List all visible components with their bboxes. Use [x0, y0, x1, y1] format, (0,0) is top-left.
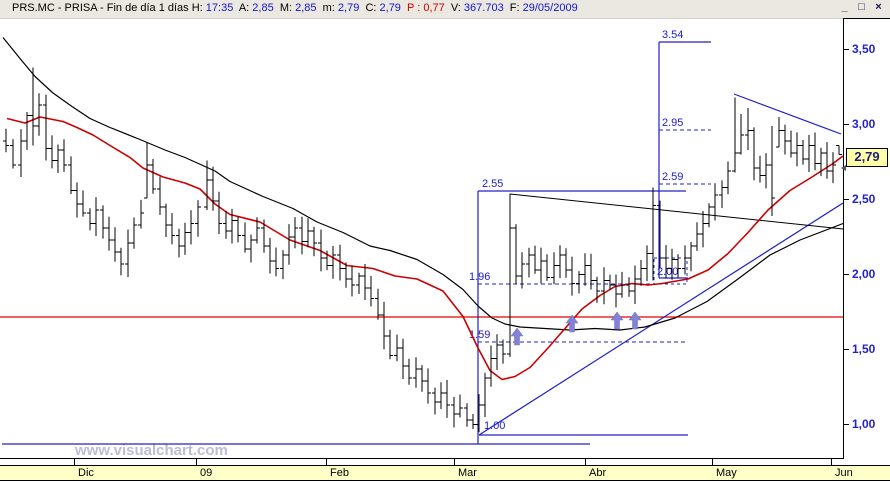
minimize-button-icon[interactable]: _: [841, 1, 848, 13]
quote-field: 2,79: [337, 2, 360, 14]
quote-field: m:: [316, 2, 338, 14]
quote-field: 367.703: [463, 2, 504, 14]
price-chart-plot[interactable]: www.visualchart.com2.551.003.542.001.961…: [0, 18, 843, 458]
price-axis-tick: [844, 349, 849, 350]
slow-moving-average-line: [2, 37, 843, 331]
price-axis-label: 2,50: [852, 192, 876, 206]
time-axis-tick: [74, 458, 75, 465]
time-axis-tick: [585, 458, 586, 465]
time-axis[interactable]: Dic 09 Feb Mar Abr May Jun: [0, 465, 890, 481]
quote-field: A:: [233, 2, 253, 14]
instrument-quote-line: PRS.MC - PRISA - Fin de día 1 días H: 17…: [12, 0, 578, 17]
quote-field: 2,85: [295, 2, 317, 14]
time-axis-label: Dic: [78, 467, 94, 479]
chart-title-bar: PRS.MC - PRISA - Fin de día 1 días H: 17…: [0, 0, 890, 19]
buy-signal-arrow-icon: [628, 311, 642, 330]
time-axis-label: Abr: [589, 467, 607, 479]
plot-bottom-border: [0, 458, 890, 459]
buy-signal-arrow-icon: [610, 311, 624, 330]
quote-field: PRS.MC - PRISA - Fin de día 1 días: [12, 2, 192, 14]
quote-field: M:: [273, 2, 296, 14]
quote-field: C:: [359, 2, 380, 14]
fib-level-label: 2.55: [482, 178, 503, 190]
time-axis-label: Feb: [330, 467, 349, 479]
label-selection-box: [653, 257, 688, 285]
close-button-icon[interactable]: ×: [875, 1, 882, 13]
price-axis-tick: [844, 124, 849, 125]
trendline-black-descending-resistance: [509, 193, 843, 230]
fib-level-label: 2.59: [662, 171, 683, 183]
buy-signal-arrow-icon: [565, 314, 579, 333]
quote-field: F:: [503, 2, 523, 14]
price-axis-tick: [844, 274, 849, 275]
ohlc-bars: [3, 67, 842, 433]
trendline-may-descending-resistance: [733, 93, 842, 135]
time-axis-label: 09: [200, 467, 213, 479]
quote-field: V:: [444, 2, 464, 14]
quote-field: 17:35: [205, 2, 234, 14]
time-axis-tick: [454, 458, 455, 465]
price-axis-label: 1,00: [852, 417, 876, 431]
quote-field: 2,79: [379, 2, 401, 14]
quote-field: H:: [191, 2, 206, 14]
restore-button-icon[interactable]: □: [858, 1, 865, 13]
price-axis[interactable]: 2,79 3,50 3,00 2,50 2,00 1,50 1,00: [841, 18, 890, 459]
fib-level-label: 2.00: [657, 266, 678, 278]
time-axis-tick: [831, 458, 832, 465]
fib-level-label: 1.59: [469, 329, 490, 341]
time-axis-label: May: [716, 467, 737, 479]
price-axis-tick: [844, 49, 849, 50]
window-buttons: _ □ ×: [837, 1, 886, 14]
price-axis-label: 3,00: [852, 117, 876, 131]
fib-level-label: 1.96: [469, 271, 490, 283]
price-axis-label: 2,00: [852, 267, 876, 281]
time-axis-tick: [712, 458, 713, 465]
quote-field: P : 0,77: [400, 2, 445, 14]
time-axis-label: Mar: [458, 467, 477, 479]
price-pointer-icon: [841, 165, 846, 171]
quote-field: 2,85: [252, 2, 274, 14]
buy-signal-arrow-icon: [510, 327, 524, 346]
watermark: www.visualchart.com: [74, 442, 228, 458]
time-axis-label: Jun: [835, 467, 853, 479]
last-price-badge: 2,79: [841, 148, 888, 171]
quote-field: 29/05/2009: [522, 2, 578, 14]
trendline-ascending-support: [478, 202, 843, 436]
fib-level-label: 2.95: [662, 117, 683, 129]
time-axis-tick: [196, 458, 197, 465]
price-axis-label: 1,50: [852, 342, 876, 356]
price-axis-tick: [844, 424, 849, 425]
time-axis-tick: [326, 458, 327, 465]
fib-level-label: 3.54: [662, 29, 683, 41]
fast-moving-average-line: [6, 116, 843, 381]
price-axis-label: 3,50: [852, 42, 876, 56]
price-axis-tick: [844, 199, 849, 200]
